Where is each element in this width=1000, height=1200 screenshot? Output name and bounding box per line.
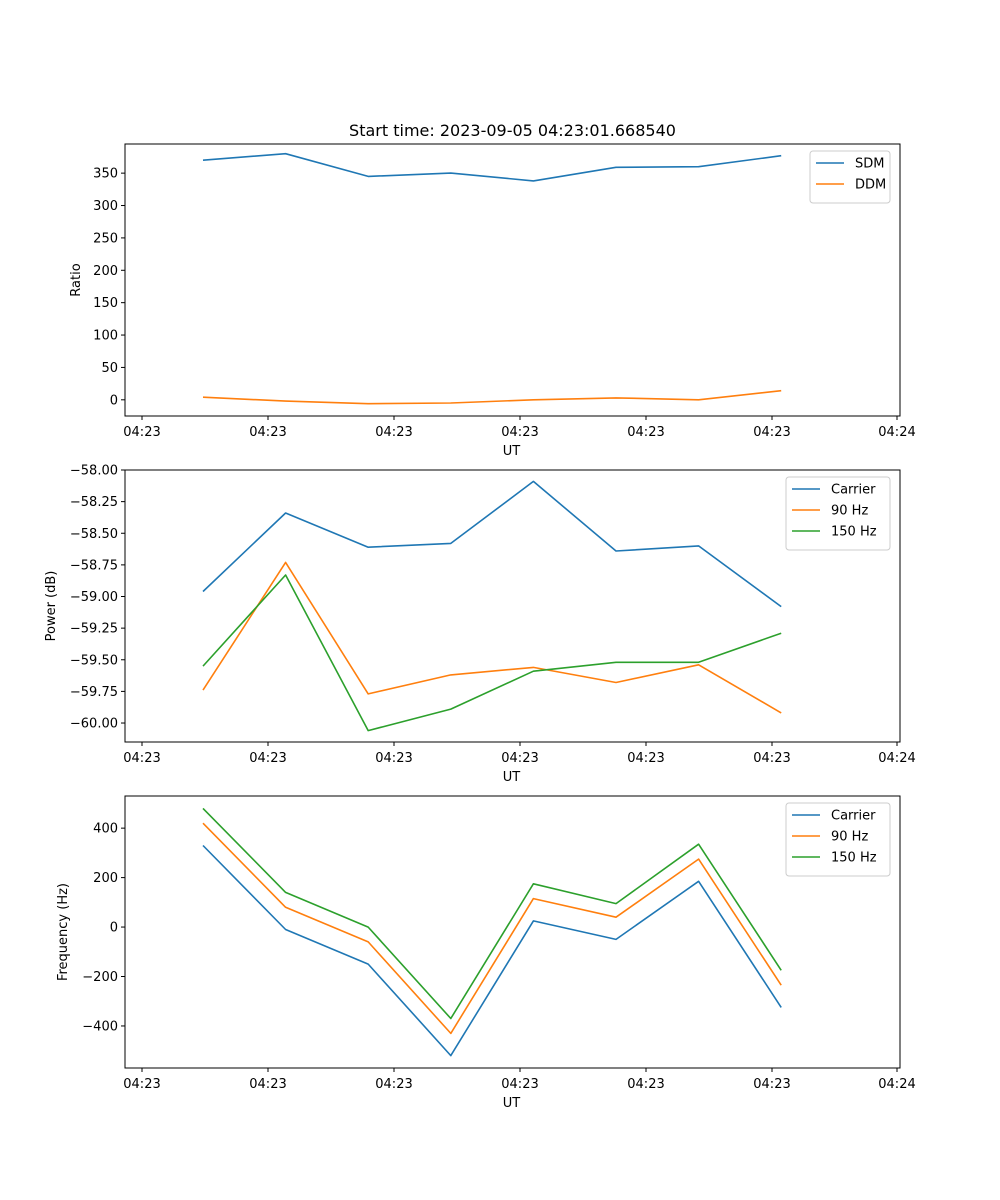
y-tick-label: −58.00	[70, 464, 118, 479]
x-tick-label: 04:23	[501, 1077, 538, 1092]
y-tick-label: −60.00	[70, 717, 118, 732]
y-tick-label: −58.50	[70, 527, 118, 542]
x-tick-label: 04:23	[249, 1077, 286, 1092]
x-tick-label: 04:23	[627, 751, 664, 766]
x-tick-label: 04:24	[878, 1077, 915, 1092]
x-tick-label: 04:23	[123, 1077, 160, 1092]
y-tick-label: 0	[110, 921, 118, 936]
series-line-150-hz	[202, 807, 782, 1020]
x-tick-label: 04:24	[878, 425, 915, 440]
y-axis-label: Ratio	[69, 263, 84, 296]
x-tick-label: 04:23	[753, 751, 790, 766]
y-axis-label: Power (dB)	[44, 571, 59, 642]
series-line-sdm	[202, 152, 782, 182]
subplot-2: −58.00 −58.25 −58.50 −58.75 −59.00 −59.25 −59.…	[44, 464, 916, 786]
plots: Start time: 2023-09-05 04:23:01.668540 0 5…	[44, 121, 916, 1111]
legend-label: DDM	[855, 178, 886, 193]
x-tick-label: 04:23	[753, 425, 790, 440]
y-tick-label: 250	[93, 231, 118, 246]
x-tick-label: 04:23	[375, 1077, 412, 1092]
legend-label: 90 Hz	[831, 504, 868, 519]
subplot-3: −400 −200 0 200 400 04:23 04:23 04:23 04:23 04:23…	[56, 795, 916, 1111]
y-tick-label: 200	[93, 871, 118, 886]
y-tick-label: 400	[93, 822, 118, 837]
series-line-90-hz	[202, 822, 782, 1035]
y-tick-label: −59.00	[70, 590, 118, 605]
y-tick-label: 0	[110, 393, 118, 408]
chart-title: Start time: 2023-09-05 04:23:01.668540	[349, 121, 676, 140]
x-axis-label: UT	[503, 444, 521, 459]
series-line-ddm	[202, 389, 782, 405]
legend-label: 150 Hz	[831, 851, 877, 866]
legend-box	[809, 150, 891, 204]
y-tick-label: 50	[101, 361, 118, 376]
x-tick-label: 04:23	[753, 1077, 790, 1092]
x-tick-label: 04:23	[123, 751, 160, 766]
y-tick-label: −400	[82, 1019, 118, 1034]
y-tick-label: −59.75	[70, 685, 118, 700]
series-line-carrier	[202, 480, 782, 608]
x-axis-label: UT	[503, 1096, 521, 1111]
x-tick-label: 04:23	[375, 751, 412, 766]
axes-frame	[124, 795, 901, 1069]
axes-frame	[124, 143, 901, 417]
y-tick-label: −58.25	[70, 495, 118, 510]
legend-label: Carrier	[831, 483, 876, 498]
subplot-1: Start time: 2023-09-05 04:23:01.668540 0 5…	[69, 121, 916, 459]
x-tick-label: 04:23	[249, 425, 286, 440]
x-tick-label: 04:23	[501, 425, 538, 440]
y-axis-label: Frequency (Hz)	[56, 883, 71, 981]
y-tick-label: 200	[93, 264, 118, 279]
x-tick-label: 04:23	[375, 425, 412, 440]
series-line-150-hz	[202, 574, 782, 732]
y-tick-label: −200	[82, 970, 118, 985]
x-axis-label: UT	[503, 770, 521, 785]
y-tick-label: −58.75	[70, 558, 118, 573]
legend-label: 150 Hz	[831, 525, 877, 540]
y-tick-label: −59.50	[70, 653, 118, 668]
x-tick-label: 04:23	[627, 1077, 664, 1092]
y-tick-label: 150	[93, 296, 118, 311]
x-tick-label: 04:23	[627, 425, 664, 440]
x-tick-label: 04:23	[123, 425, 160, 440]
axes-frame	[124, 469, 901, 743]
legend-label: 90 Hz	[831, 830, 868, 845]
legend-label: Carrier	[831, 809, 876, 824]
series-line-90-hz	[202, 561, 782, 714]
y-tick-label: 300	[93, 199, 118, 214]
y-tick-label: 350	[93, 167, 118, 182]
y-tick-label: 100	[93, 329, 118, 344]
x-tick-label: 04:23	[501, 751, 538, 766]
series-line-carrier	[202, 844, 782, 1057]
x-tick-label: 04:24	[878, 751, 915, 766]
x-tick-label: 04:23	[249, 751, 286, 766]
y-tick-label: −59.25	[70, 622, 118, 637]
legend-label: SDM	[855, 157, 884, 172]
